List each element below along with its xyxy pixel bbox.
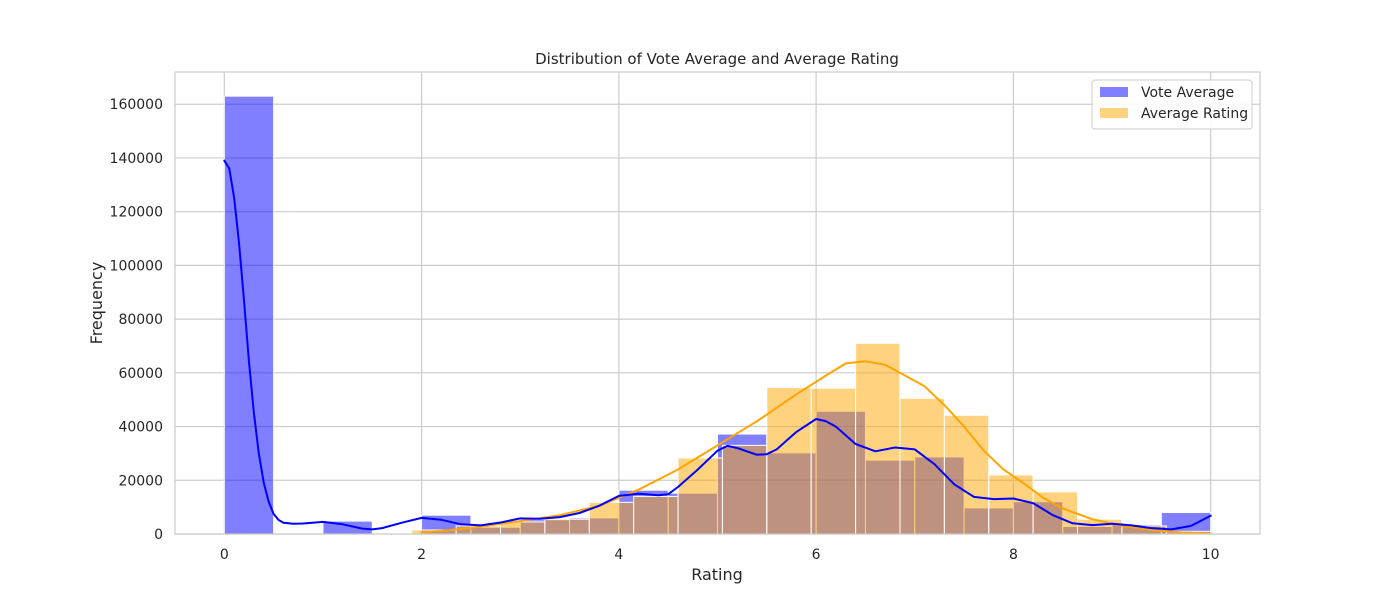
average-rating-bar	[1032, 491, 1079, 535]
x-tick-label: 6	[812, 547, 821, 563]
plot-frame	[174, 71, 1261, 535]
x-tick-label: 10	[1202, 547, 1220, 563]
x-tick-label: 8	[1009, 547, 1018, 563]
legend-swatch-average-rating	[1100, 108, 1128, 118]
average-rating-bar	[721, 444, 768, 535]
y-axis-ticks: 0 20000 40000 60000 80000 100000 120000 140000 1…	[110, 97, 163, 543]
x-axis-label: Rating	[691, 565, 743, 584]
vote-average-kde-line	[223, 159, 1212, 531]
x-tick-label: 4	[614, 547, 623, 563]
average-rating-bar	[677, 457, 723, 535]
chart-title: Distribution of Vote Average and Average…	[535, 50, 899, 68]
average-rating-bar	[633, 495, 679, 535]
average-rating-kde-line	[420, 360, 1212, 535]
legend-box	[1091, 79, 1253, 130]
y-tick-label: 40000	[118, 420, 163, 436]
legend-swatch-vote-average	[1100, 87, 1128, 97]
legend-label-vote-average: Vote Average	[1141, 85, 1234, 101]
y-tick-label: 160000	[110, 97, 163, 113]
average-rating-bar	[544, 518, 590, 535]
grid-lines	[175, 72, 1260, 535]
y-tick-label: 120000	[110, 205, 163, 221]
average-rating-bar	[855, 342, 901, 535]
kde-lines	[223, 159, 1212, 535]
y-tick-label: 80000	[118, 312, 163, 328]
y-axis-label: Frequency	[87, 262, 106, 345]
average-rating-bar	[988, 474, 1034, 535]
average-rating-bar	[766, 387, 812, 535]
average-rating-bar	[588, 501, 635, 535]
y-tick-label: 60000	[118, 366, 163, 382]
y-tick-label: 0	[154, 527, 163, 543]
y-tick-label: 20000	[118, 473, 163, 489]
average-rating-bar	[943, 414, 990, 535]
x-tick-label: 0	[220, 547, 229, 563]
vote-average-bar	[223, 95, 275, 535]
y-tick-label: 100000	[110, 258, 163, 274]
x-tick-label: 2	[417, 547, 426, 563]
legend: Vote Average Average Rating	[1091, 79, 1253, 130]
y-tick-label: 140000	[110, 151, 163, 167]
legend-label-average-rating: Average Rating	[1141, 106, 1248, 122]
average-rating-bar	[810, 387, 857, 535]
x-axis-ticks: 0 2 4 6 8 10	[220, 547, 1220, 563]
